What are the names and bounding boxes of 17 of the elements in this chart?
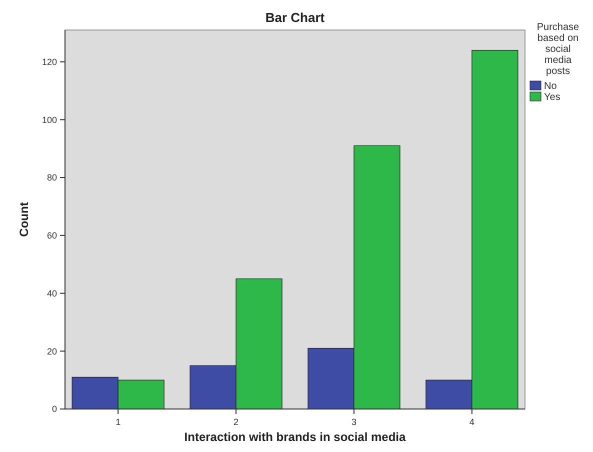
x-tick-label: 4: [469, 417, 474, 427]
y-tick-label: 0: [52, 404, 57, 414]
legend-label: Yes: [544, 92, 560, 103]
x-tick-label: 3: [351, 417, 356, 427]
chart-title: Bar Chart: [265, 10, 326, 25]
legend-label: No: [544, 81, 558, 92]
x-tick-label: 2: [234, 417, 239, 427]
y-tick-label: 80: [46, 172, 57, 183]
y-tick-label: 60: [46, 230, 57, 241]
legend-title: Purchase based on social media posts: [536, 22, 580, 77]
y-tick-label: 100: [42, 114, 57, 125]
y-tick-label: 120: [42, 56, 57, 67]
y-tick-label: 20: [46, 346, 57, 356]
y-tick-label: 40: [46, 288, 57, 298]
x-axis-title: Interaction with brands in social media: [184, 430, 406, 444]
y-axis-title: Count: [17, 202, 31, 237]
x-tick-label: 1: [116, 417, 121, 427]
